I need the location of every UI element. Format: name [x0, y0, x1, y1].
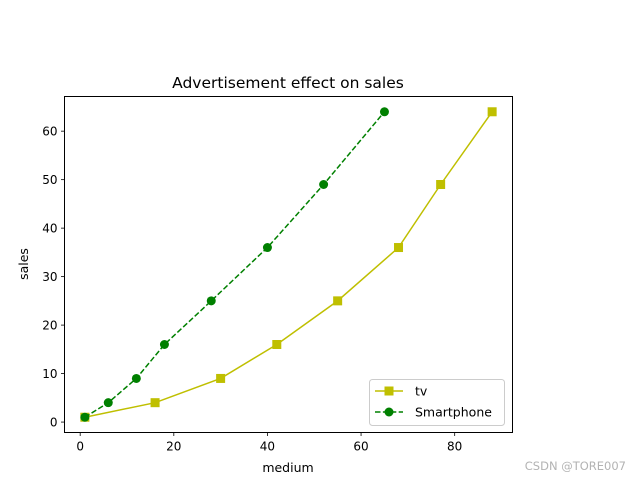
y-axis-label: sales [16, 248, 31, 280]
data-point-tv [333, 296, 343, 306]
data-point-tv [394, 243, 404, 253]
series-smartphone [80, 107, 389, 422]
axes-frame [64, 96, 513, 433]
x-axis-ticks: 0 20 40 60 80 [76, 432, 462, 454]
y-tick-label: 20 [42, 319, 57, 333]
data-point-tv [216, 373, 226, 383]
series-line-tv [84, 111, 493, 418]
y-tick-label: 10 [42, 367, 57, 381]
legend-entry-smartphone: Smartphone [375, 405, 492, 420]
y-tick-label: 60 [42, 125, 57, 139]
legend: tv Smartphone [369, 379, 505, 426]
data-point-tv [436, 180, 446, 189]
legend-marker-tv [384, 386, 394, 396]
data-point-smartphone [319, 180, 329, 189]
x-tick-label: 40 [260, 440, 275, 454]
legend-entry-tv: tv [375, 384, 428, 399]
data-point-tv [487, 107, 497, 117]
legend-frame [369, 379, 505, 426]
series-line-smartphone [84, 111, 386, 418]
data-point-tv [272, 340, 282, 349]
x-tick-label: 80 [447, 440, 462, 454]
x-tick-label: 0 [76, 440, 84, 454]
legend-label-tv: tv [415, 384, 428, 399]
data-point-smartphone [206, 296, 216, 306]
y-tick-label: 30 [42, 270, 57, 284]
data-point-smartphone [131, 373, 141, 383]
data-point-smartphone [80, 412, 90, 422]
y-tick-label: 50 [42, 173, 57, 187]
y-tick-label: 0 [50, 416, 58, 430]
data-point-smartphone [262, 243, 272, 253]
data-point-smartphone [379, 107, 389, 117]
data-point-smartphone [103, 398, 113, 408]
x-axis-label: medium [262, 460, 313, 475]
data-point-tv [150, 398, 160, 408]
data-point-smartphone [159, 340, 169, 349]
chart-title: Advertisement effect on sales [172, 74, 404, 92]
plot-series [80, 107, 497, 422]
y-axis-ticks: 0 10 20 30 40 50 60 [42, 125, 65, 430]
legend-entries: tv Smartphone [375, 384, 492, 420]
watermark-text: CSDN @TORE007 [525, 459, 626, 473]
legend-marker-smartphone [384, 407, 394, 417]
legend-label-smartphone: Smartphone [415, 405, 492, 420]
x-tick-label: 20 [166, 440, 181, 454]
y-tick-label: 40 [42, 222, 57, 236]
x-tick-label: 60 [353, 440, 368, 454]
